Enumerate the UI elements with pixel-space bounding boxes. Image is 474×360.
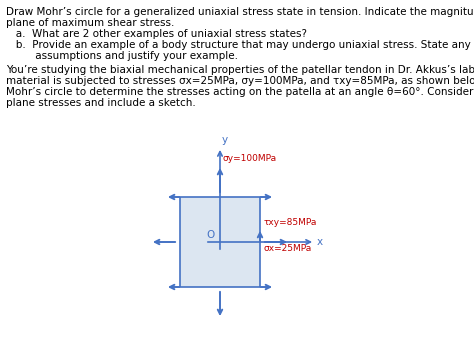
Text: plane of maximum shear stress.: plane of maximum shear stress. [6, 18, 174, 28]
Text: x: x [317, 237, 323, 247]
Text: Draw Mohr’s circle for a generalized uniaxial stress state in tension. Indicate : Draw Mohr’s circle for a generalized uni… [6, 7, 474, 17]
Text: y: y [222, 135, 228, 145]
Text: b.  Provide an example of a body structure that may undergo uniaxial stress. Sta: b. Provide an example of a body structur… [6, 40, 471, 50]
Bar [180, 197, 260, 287]
Text: plane stresses and include a sketch.: plane stresses and include a sketch. [6, 98, 196, 108]
Text: You’re studying the biaxial mechanical properties of the patellar tendon in Dr. : You’re studying the biaxial mechanical p… [6, 65, 474, 75]
Text: O: O [207, 230, 215, 240]
Text: a.  What are 2 other examples of uniaxial stress states?: a. What are 2 other examples of uniaxial… [6, 29, 307, 39]
Text: material is subjected to stresses σx=25MPa, σy=100MPa, and τxy=85MPa, as shown b: material is subjected to stresses σx=25M… [6, 76, 474, 86]
Text: Mohr’s circle to determine the stresses acting on the patella at an angle θ=60°.: Mohr’s circle to determine the stresses … [6, 87, 474, 97]
Text: σx=25MPa: σx=25MPa [264, 244, 312, 253]
Text: τxy=85MPa: τxy=85MPa [264, 218, 318, 227]
Text: assumptions and justify your example.: assumptions and justify your example. [6, 51, 238, 61]
Text: σy=100MPa: σy=100MPa [223, 154, 277, 163]
